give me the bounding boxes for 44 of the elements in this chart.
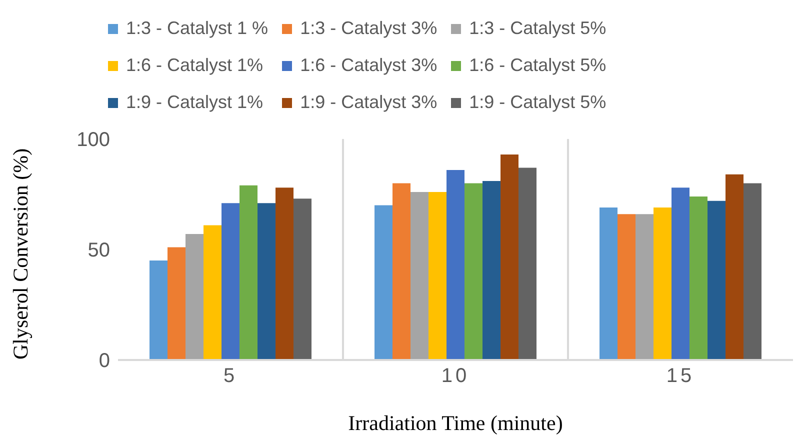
bar [446,170,464,360]
bar [168,247,186,360]
y-axis-title: Glyserol Conversion (%) [8,148,32,360]
bar [500,154,518,360]
legend-label: 1:6 - Catalyst 1% [126,55,264,76]
x-axis-title: Irradiation Time (minute) [348,411,563,435]
x-tick-label: 5 [223,365,238,388]
bar [672,188,690,360]
bar [618,214,636,360]
bar [428,192,446,360]
bar [186,234,204,360]
bar [726,174,744,360]
legend-label: 1:9 - Catalyst 5% [469,92,606,113]
bar [240,185,258,360]
legend-label: 1:9 - Catalyst 1% [126,92,264,113]
y-tick-label: 0 [98,350,110,372]
y-tick-label: 100 [76,129,110,152]
bar [150,260,168,360]
bar [744,183,762,360]
bar [392,183,410,360]
bar [410,192,428,360]
bar [518,168,536,360]
legend-label: 1:6 - Catalyst 3% [300,55,438,76]
bar [464,183,482,360]
bar [204,225,222,360]
bar [708,200,726,360]
bar [600,208,618,360]
legend-label: 1:6 - Catalyst 5% [469,55,606,76]
x-tick-label: 10 [441,365,470,388]
bar [374,205,392,360]
legend-label: 1:3 - Catalyst 3% [300,18,438,39]
legend-label: 1:3 - Catalyst 5% [469,18,606,39]
y-tick-label: 50 [88,240,110,262]
bar [636,214,654,360]
bar [654,208,672,360]
bar [276,188,294,360]
bar [482,180,500,360]
bar [690,196,708,360]
bar [294,198,312,360]
legend-label: 1:9 - Catalyst 3% [300,92,438,113]
x-tick-label: 15 [666,365,695,388]
bar [258,203,276,360]
bar [222,203,240,360]
legend-label: 1:3 - Catalyst 1 % [126,18,268,39]
